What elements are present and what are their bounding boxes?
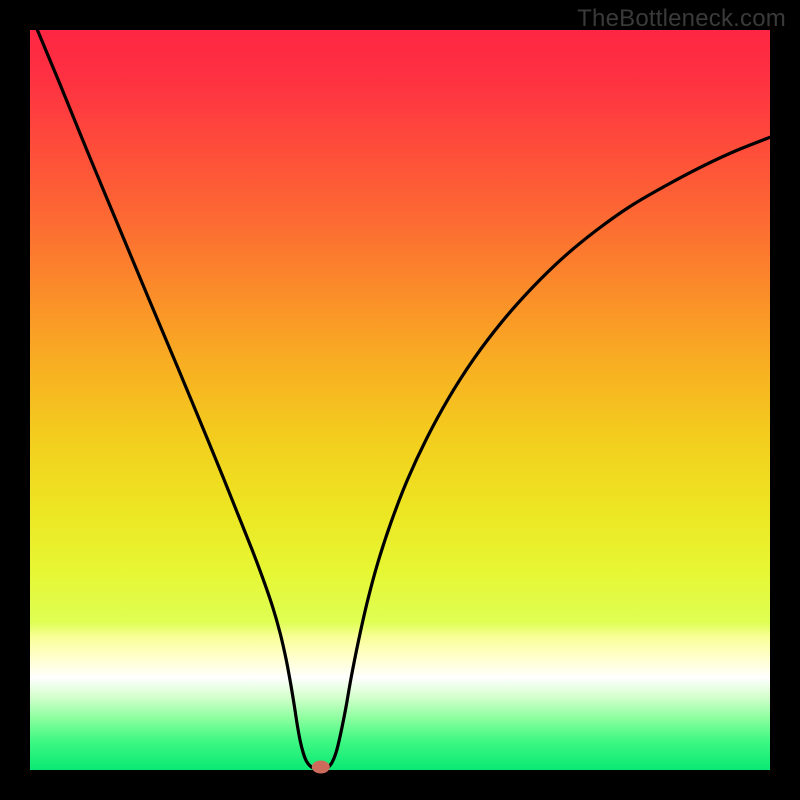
bottleneck-chart — [0, 0, 800, 800]
watermark-text: TheBottleneck.com — [577, 5, 786, 33]
optimum-marker — [312, 761, 330, 774]
chart-root: TheBottleneck.com — [0, 0, 800, 800]
plot-background — [30, 30, 770, 770]
